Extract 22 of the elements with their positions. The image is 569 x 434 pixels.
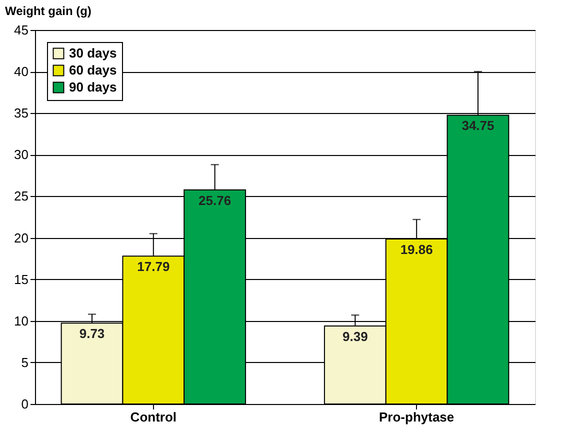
data-label: 19.86 <box>400 242 433 257</box>
y-tick-label: 10 <box>14 313 28 328</box>
data-label: 9.73 <box>79 326 105 342</box>
data-label: 34.75 <box>462 118 494 134</box>
y-tick-label: 20 <box>14 230 28 246</box>
y-tick-label: 0 <box>21 396 28 412</box>
y-tick-label: 30 <box>14 147 28 162</box>
data-label: 9.39 <box>342 328 368 344</box>
legend-label: 90 days <box>69 80 117 94</box>
data-label: 17.79 <box>137 259 170 274</box>
y-tick-label: 15 <box>14 272 28 287</box>
x-tick-label: Pro-phytase <box>379 410 454 424</box>
x-tick-label: Control <box>130 410 177 424</box>
legend-label: 60 days <box>69 62 117 78</box>
y-tick-label: 40 <box>14 64 28 80</box>
legend-label: 30 days <box>69 46 117 60</box>
y-tick-label: 5 <box>21 354 28 370</box>
y-tick-label: 25 <box>14 188 28 204</box>
data-label: 25.76 <box>198 192 232 208</box>
y-tick-label: 35 <box>14 106 28 121</box>
y-tick-label: 45 <box>14 22 28 38</box>
y-axis-title: Weight gain (g) <box>5 4 92 18</box>
